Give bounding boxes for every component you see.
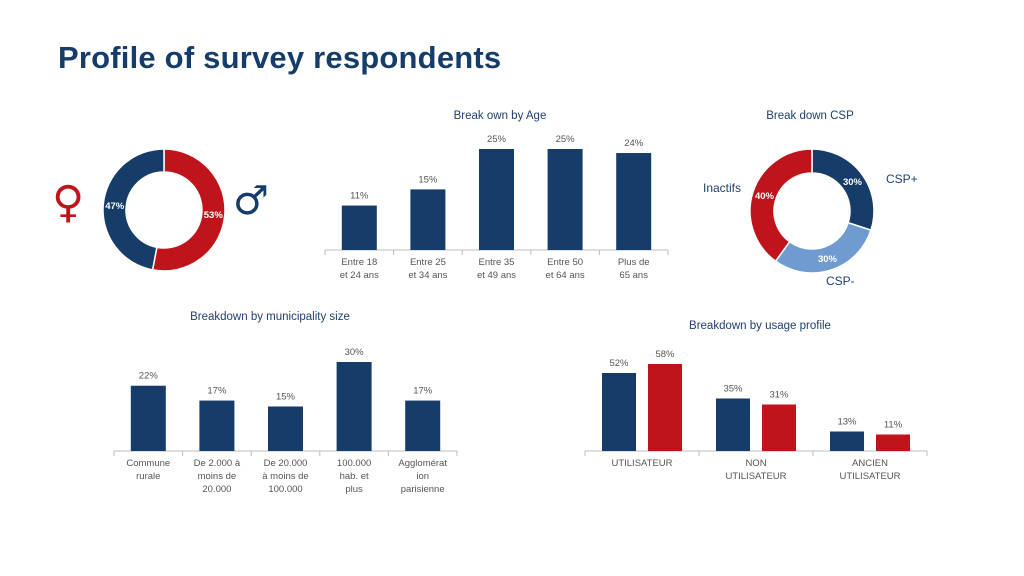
csp-chart-title: Break down CSP: [766, 110, 854, 122]
municipality-data-label: 22%: [139, 371, 159, 382]
usage-bar: [648, 364, 682, 451]
municipality-category-label: De 20.000 à moins de 100.000: [262, 458, 308, 495]
age-bar: [479, 149, 514, 250]
csp-minus-legend-label: CSP-: [826, 274, 855, 288]
age-category-label: Entre 50 et 64 ans: [546, 257, 585, 281]
municipality-data-label: 15%: [276, 392, 296, 403]
csp-slice-label: 30%: [843, 177, 863, 188]
age-category-label: Entre 25 et 34 ans: [408, 257, 447, 281]
csp-plus-legend-label: CSP+: [886, 172, 918, 186]
csp-slice-label: 30%: [818, 254, 838, 265]
age-bar: [341, 205, 377, 250]
age-chart-title: Break own by Age: [453, 110, 547, 122]
usage-data-label: 52%: [609, 358, 629, 369]
usage-data-label: 35%: [723, 384, 743, 395]
csp-slice: [749, 148, 813, 263]
age-bar: [410, 189, 446, 250]
age-category-label: Entre 18 et 24 ans: [340, 257, 379, 281]
gender-slice: [102, 148, 165, 271]
gender-slice-label: 47%: [105, 201, 125, 212]
municipality-bar: [336, 362, 372, 451]
csp-slice-label: 40%: [755, 191, 775, 202]
municipality-bar: [130, 385, 166, 451]
usage-bar: [876, 434, 910, 451]
municipality-chart-title: Breakdown by municipality size: [190, 311, 350, 323]
municipality-bar: [405, 400, 441, 451]
usage-bar: [716, 398, 750, 451]
municipality-category-label: Agglomérat ion parisienne: [398, 458, 447, 495]
age-data-label: 15%: [418, 174, 438, 185]
usage-category-label: UTILISATEUR: [611, 458, 672, 469]
municipality-data-label: 17%: [207, 386, 227, 397]
age-category-label: Plus de 65 ans: [618, 257, 650, 281]
age-data-label: 11%: [350, 191, 369, 202]
usage-chart-title: Breakdown by usage profile: [689, 320, 831, 332]
age-bar: [547, 149, 583, 250]
gender-slice: [151, 148, 226, 272]
usage-bar: [830, 431, 864, 451]
age-category-label: Entre 35 et 49 ans: [477, 257, 516, 281]
page-title: Profile of survey respondents: [58, 40, 502, 75]
municipality-data-label: 30%: [345, 347, 365, 358]
usage-bar: [602, 373, 636, 451]
usage-bar: [762, 404, 796, 451]
age-data-label: 24%: [624, 138, 644, 149]
usage-data-label: 11%: [884, 420, 903, 431]
municipality-bar: [199, 400, 235, 451]
male-symbol-icon: ♂: [233, 178, 269, 224]
usage-category-label: NON UTILISATEUR: [725, 458, 786, 482]
usage-data-label: 58%: [655, 349, 675, 360]
municipality-data-label: 17%: [413, 386, 433, 397]
female-symbol-icon: ♀: [52, 177, 85, 228]
age-data-label: 25%: [556, 134, 576, 145]
municipality-bar: [268, 406, 303, 451]
usage-data-label: 31%: [769, 390, 789, 401]
usage-category-label: ANCIEN UTILISATEUR: [839, 458, 900, 482]
municipality-category-label: De 2.000 à moins de 20.000: [194, 458, 241, 495]
gender-slice-label: 53%: [204, 210, 224, 221]
usage-data-label: 13%: [837, 417, 857, 428]
inactifs-legend-label: Inactifs: [703, 181, 742, 195]
municipality-category-label: 100.000 hab. et plus: [337, 458, 371, 495]
age-data-label: 25%: [487, 134, 507, 145]
municipality-category-label: Commune rurale: [126, 458, 170, 482]
age-bar: [616, 153, 652, 250]
